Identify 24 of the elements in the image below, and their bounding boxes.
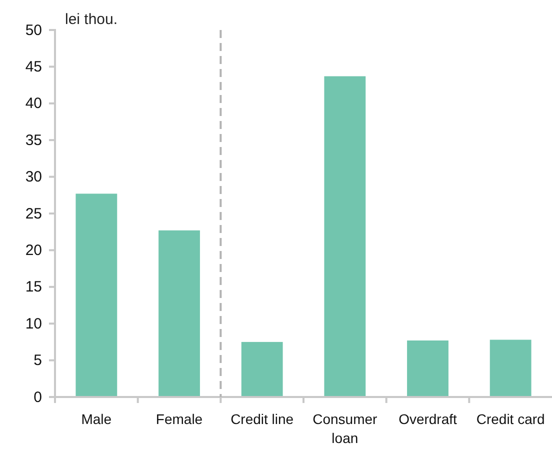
y-tick-label: 15 xyxy=(25,278,42,296)
y-tick-label: 30 xyxy=(25,168,42,186)
bar xyxy=(241,342,283,397)
y-tick-label: 10 xyxy=(25,315,42,332)
bar xyxy=(324,76,366,397)
x-tick-label: Consumer loan xyxy=(312,411,378,446)
y-tick-label: 0 xyxy=(34,388,42,406)
x-tick-label: Credit line xyxy=(230,411,294,427)
y-tick-label: 5 xyxy=(34,352,42,370)
y-tick-label: 50 xyxy=(25,22,42,39)
bar xyxy=(76,194,118,397)
y-tick-label: 20 xyxy=(25,242,42,259)
bar xyxy=(158,230,200,397)
y-tick-label: 40 xyxy=(25,95,42,112)
y-tick-label: 45 xyxy=(25,58,42,76)
bar xyxy=(407,340,448,397)
x-tick-label: Overdraft xyxy=(398,411,458,427)
y-tick-label: 25 xyxy=(25,205,42,222)
x-tick-label: Credit card xyxy=(476,411,545,427)
x-tick-label: Female xyxy=(156,411,203,427)
x-tick-label: Male xyxy=(81,411,112,427)
bar xyxy=(490,340,532,397)
y-axis-title: lei thou. xyxy=(65,11,118,28)
y-tick-label: 35 xyxy=(25,132,42,149)
